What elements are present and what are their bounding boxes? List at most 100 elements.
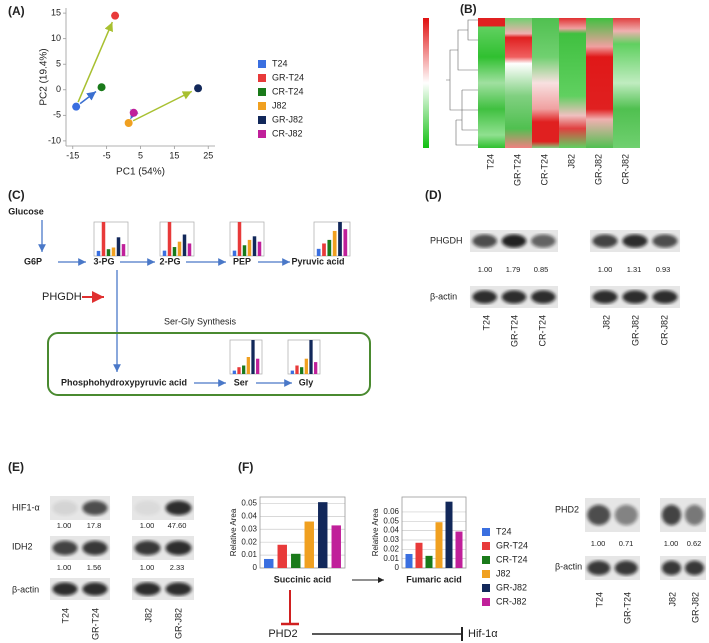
bar [314,362,318,374]
bar [295,365,299,374]
bar [242,245,247,256]
blot-band [134,582,161,596]
bar [237,222,242,256]
y-tick-label: 0.01 [383,554,399,563]
blot-band [52,540,78,556]
heatmap-column [532,18,559,148]
blot-band [652,234,678,248]
blot-band [134,540,161,556]
dendrogram [446,19,478,146]
x-tick-label: 15 [169,150,179,160]
bar [237,367,241,374]
y-tick-label: 0 [253,563,258,572]
y-tick-label: 10 [51,33,61,43]
bar [232,370,236,374]
legend-label: T24 [272,58,288,68]
pathway-node: Pyruvic acid [291,256,344,266]
quant-label: 1.79 [506,265,521,274]
heatmap-column [559,18,586,148]
bar [96,250,101,256]
bar [257,241,262,256]
bar [162,250,167,256]
blot-band [622,290,648,304]
x-axis-label: PC1 (54%) [116,167,165,178]
y-tick-label: 0 [56,84,61,94]
lane-label: J82 [667,592,677,607]
legend-label: GR-T24 [272,72,304,82]
bar [291,553,301,568]
quant-label: 1.00 [57,521,72,530]
blot-band [52,582,78,596]
bar [304,358,308,374]
point [194,84,203,93]
blot-band [165,540,192,556]
pathway-node: 2-PG [159,256,180,266]
blot-band [82,582,108,596]
plot-frame [259,496,346,569]
x-axis-label: Fumaric acid [406,574,462,584]
bar [247,239,252,256]
quant-label: 1.00 [57,563,72,572]
quant-label: 1.00 [478,265,493,274]
x-tick-label: -15 [66,150,79,160]
lane-label: GR-J82 [690,592,700,623]
column-label: CR-T24 [539,154,549,186]
lane-label: T24 [594,592,604,608]
bar [304,521,314,568]
bar [256,358,260,374]
point [124,119,133,127]
blot-band [587,560,611,576]
signal-node: Hif-1α [468,628,498,640]
quant-label: 0.62 [687,539,702,548]
bar [338,222,342,256]
lane-label: GR-T24 [509,315,519,347]
panel-label: (A) [8,4,25,18]
quant-label: 2.33 [170,563,185,572]
row-label: β-actin [555,561,582,571]
lane-label: GR-T24 [90,608,100,640]
arrow [79,90,97,105]
bar [445,501,453,568]
blot-band [684,504,705,526]
blot-band [472,234,497,248]
x-tick-label: -5 [103,150,111,160]
plot-frame [401,496,467,569]
y-tick-label: 0.02 [383,544,399,553]
panel-label: (E) [8,460,24,474]
quant-label: 0.71 [619,539,634,548]
row-label: IDH2 [12,541,33,551]
heatmap-column [613,18,640,148]
color-bar [423,18,429,148]
blot-band [531,290,556,304]
bar [121,244,126,256]
bar [405,553,413,568]
y-tick-label: 15 [51,7,61,17]
column-label: CR-J82 [620,154,630,185]
quant-label: 1.31 [627,265,642,274]
blot-band [501,234,527,248]
lane-label: GR-J82 [630,315,640,346]
blot-band [652,290,678,304]
y-axis-label: Relative Area [229,508,238,556]
quant-label: 1.00 [598,265,613,274]
legend-label: CR-J82 [272,128,303,138]
row-label: HIF1-α [12,502,40,512]
bar [106,249,111,256]
blot-band [684,560,705,576]
legend-swatch [482,570,490,578]
bar [322,243,326,256]
bar [101,222,106,256]
legend-swatch [482,528,490,536]
box-label: Ser-Gly Synthesis [164,316,237,326]
blot-band [614,504,638,526]
bar [264,558,274,568]
bar [309,340,313,374]
x-tick-label: 5 [138,150,143,160]
legend-swatch [258,116,266,124]
y-tick-label: 5 [56,59,61,69]
bar [167,222,172,256]
bar [316,248,321,256]
bar [277,544,287,568]
row-label: β-actin [430,291,457,301]
